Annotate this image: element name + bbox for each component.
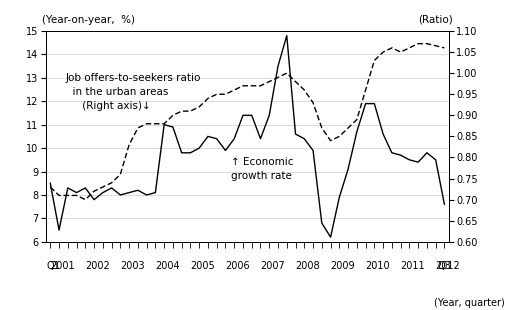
Text: Q1: Q1 — [46, 261, 60, 271]
Text: (Ratio): (Ratio) — [417, 15, 452, 25]
Text: Q3: Q3 — [437, 261, 450, 271]
Text: ↑ Economic
growth rate: ↑ Economic growth rate — [231, 157, 293, 181]
Text: (Year, quarter): (Year, quarter) — [433, 299, 504, 308]
Text: Job offers-to-seekers ratio
  in the urban areas
     (Right axis)↓: Job offers-to-seekers ratio in the urban… — [66, 73, 201, 111]
Text: (Year-on-year,  %): (Year-on-year, %) — [42, 15, 134, 25]
